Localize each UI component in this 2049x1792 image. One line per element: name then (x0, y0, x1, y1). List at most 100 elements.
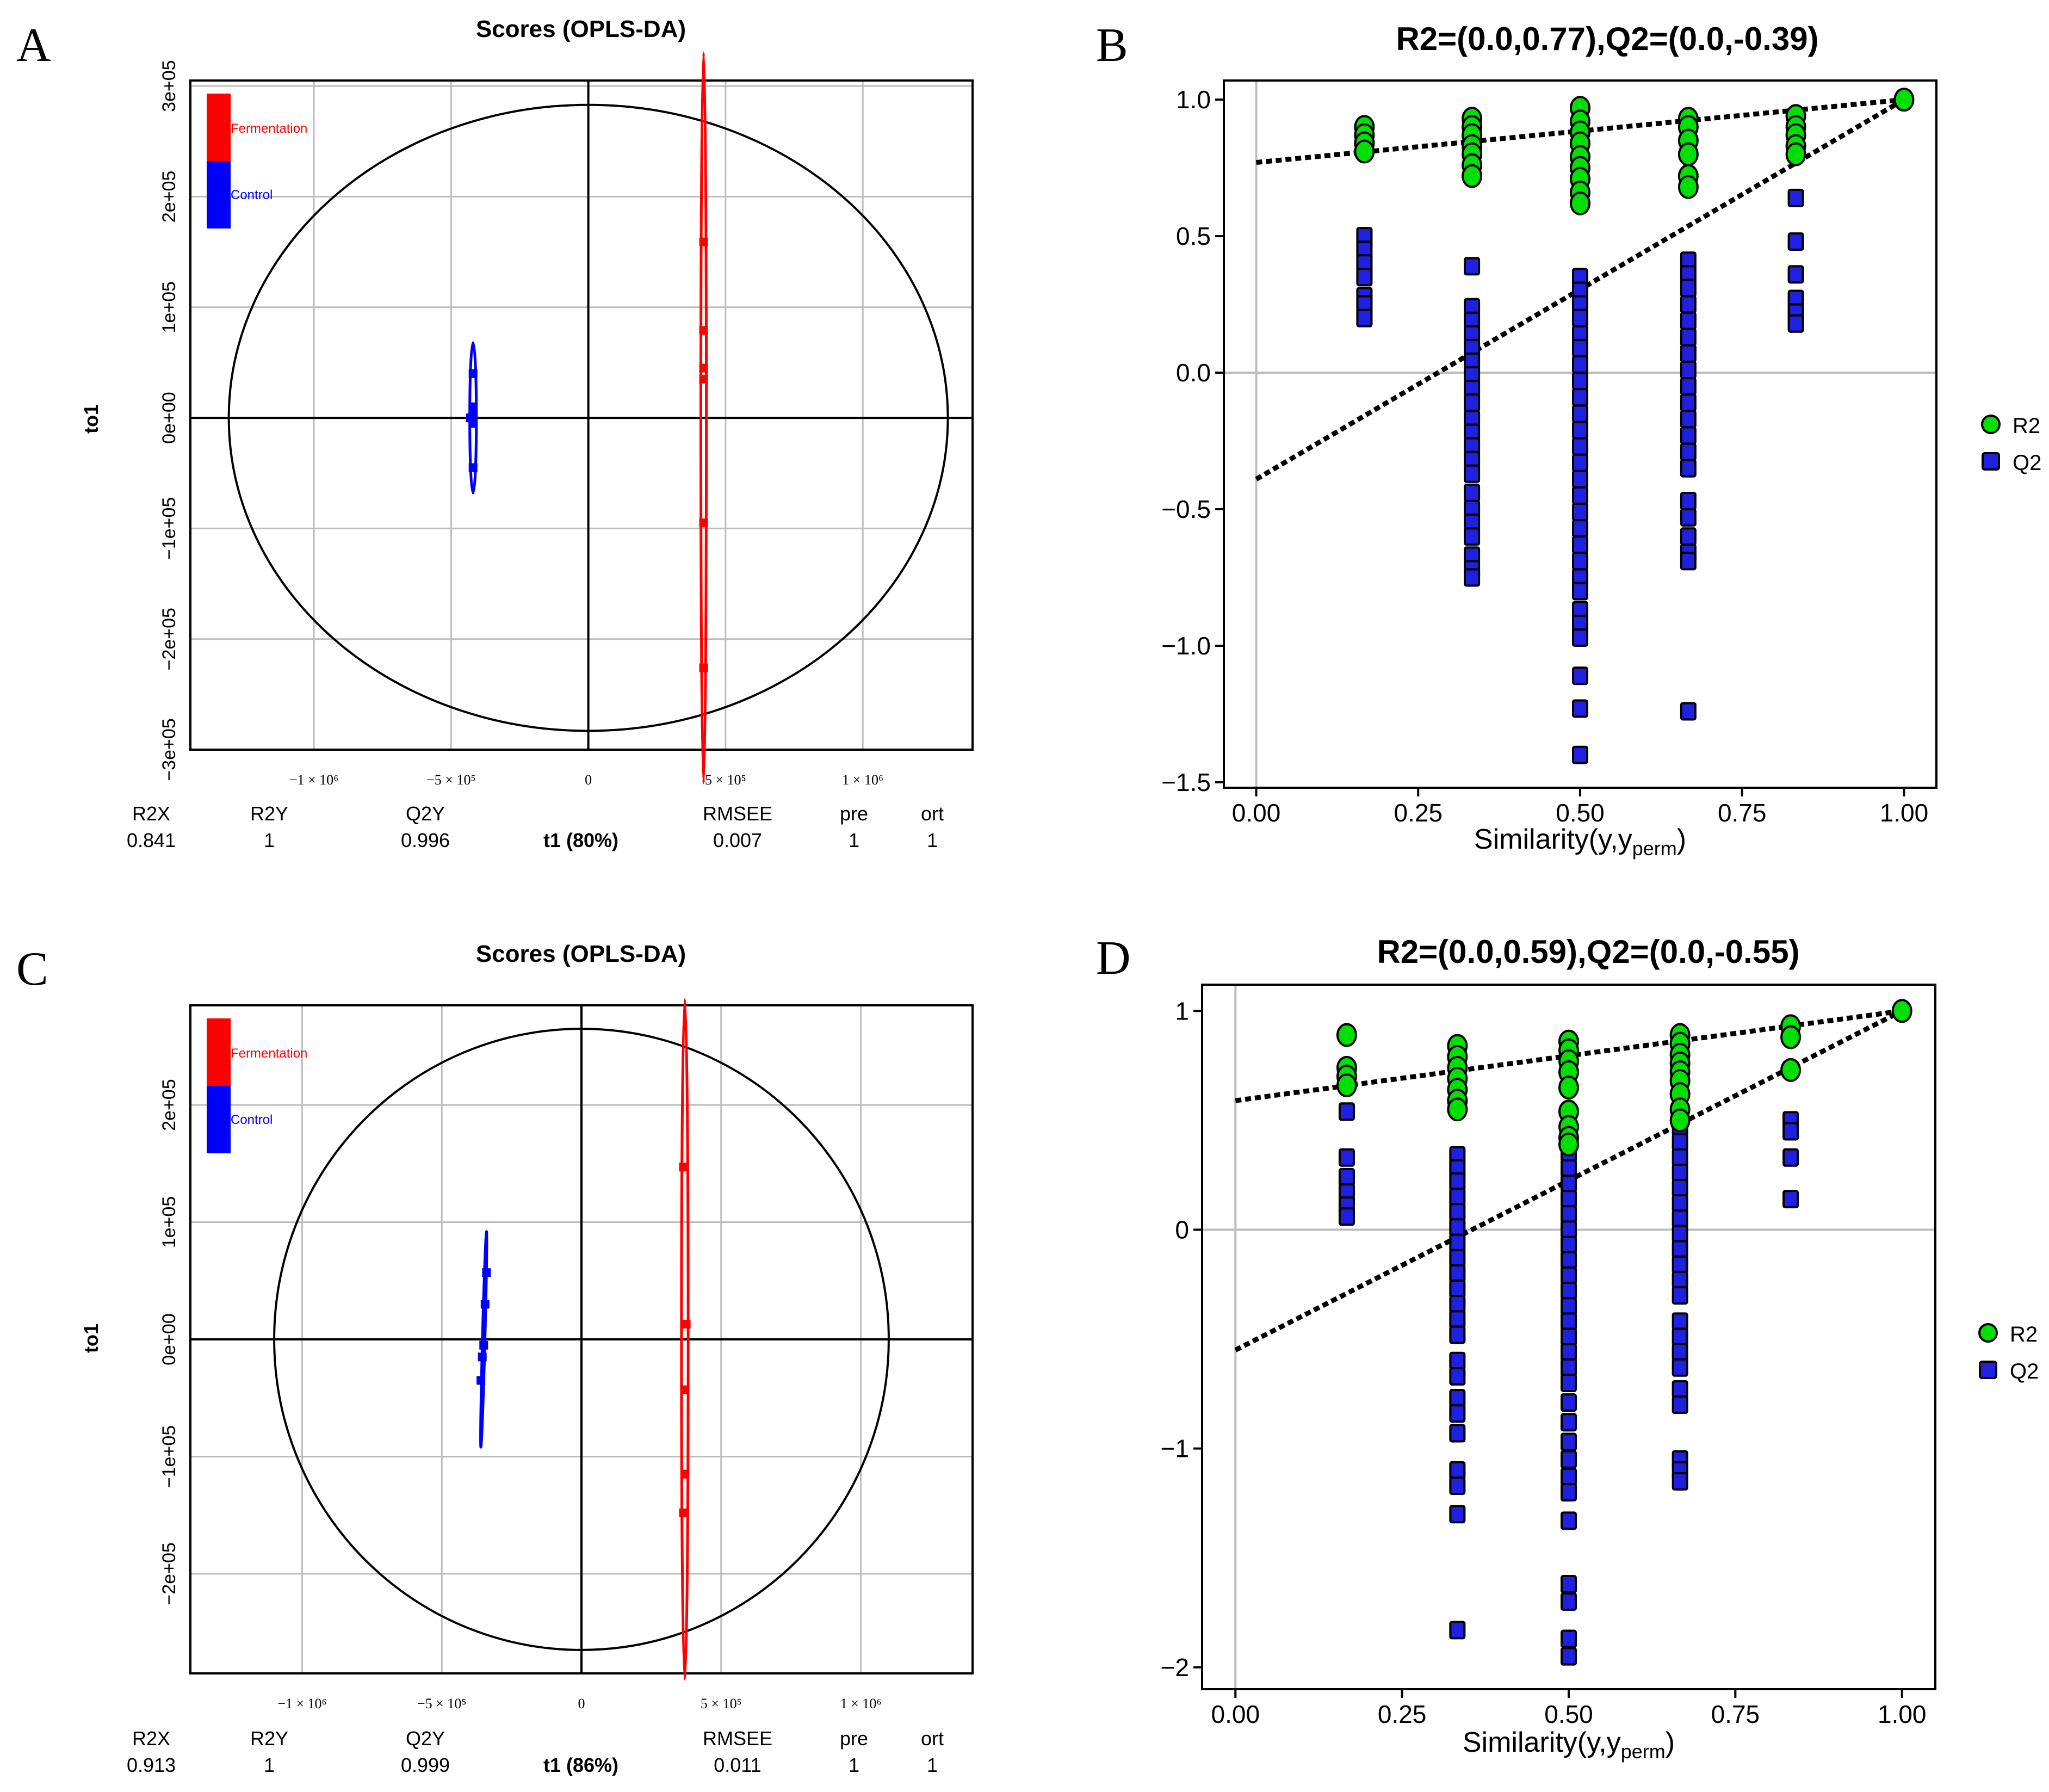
panel-d-q2-point-24 (1449, 1461, 1466, 1480)
panel-c-legend-fermentation-swatch (207, 1018, 231, 1086)
panel-c-control-point-0 (482, 1268, 491, 1277)
panel-d-q2-point-47 (1561, 1450, 1577, 1469)
panel-c-stat-rmsee-value: 0.011 (714, 1754, 761, 1776)
panel-a-stat-r2y-label: R2Y (250, 802, 288, 825)
panel-d-q2-point-59 (1672, 1163, 1688, 1182)
panel-a-y-tick-label-1: −2e+05 (159, 608, 179, 670)
panel-b-q2-point-74 (1680, 702, 1697, 721)
panel-c-stat-r2x-value: 0.913 (127, 1754, 176, 1776)
panel-a-x-tick-label-1: −5 × 10⁵ (426, 772, 475, 788)
panel-d-y-tick-label-2: −1 (1161, 1435, 1189, 1463)
panel-d-r2-point-28 (1669, 1108, 1691, 1133)
panel-d-q2-point-2 (1338, 1167, 1355, 1187)
panel-b-q2-point-38 (1572, 421, 1588, 440)
panel-b-q2-point-36 (1572, 388, 1588, 407)
panel-a-legend-fermentation-label: Fermentation (231, 121, 307, 136)
panel-a-y-tick-label-6: 3e+05 (159, 60, 179, 112)
panel-c-legend-fermentation-label: Fermentation (231, 1046, 307, 1061)
panel-b-q2-point-57 (1680, 279, 1697, 298)
panel-b-r2-point-23 (1677, 142, 1699, 166)
panel-d-q2-point-71 (1672, 1358, 1688, 1377)
panel-d-q2-point-64 (1672, 1240, 1688, 1259)
panel-c-title: Scores (OPLS-DA) (476, 941, 686, 967)
panel-a-stat-ort-value: 1 (927, 829, 938, 851)
panel-d-q2-point-40 (1561, 1327, 1577, 1346)
panel-d-q2-point-8 (1449, 1172, 1466, 1191)
panel-d-q2-point-17 (1449, 1310, 1466, 1329)
panel-b-q2-point-59 (1680, 311, 1697, 330)
panel-d-q2-point-12 (1449, 1233, 1466, 1252)
panel-c-fermentation-point-1 (682, 1319, 691, 1328)
panel-d-q2-point-72 (1672, 1380, 1688, 1399)
panel-b-q2-point-73 (1680, 552, 1697, 571)
panel-c-legend-control-swatch (207, 1086, 231, 1153)
panel-b-y-tick-label-2: 0.0 (1176, 359, 1211, 387)
panel-d-q2-point-10 (1449, 1203, 1466, 1222)
panel-a-fermentation-point-5 (699, 663, 708, 672)
panel-c-stat-pre-value: 1 (849, 1754, 859, 1776)
panel-c-fermentation-ellipse (680, 998, 690, 1681)
panel-b-q2-point-24 (1464, 527, 1481, 546)
panel-a-stat-r2x-label: R2X (132, 802, 170, 825)
panel-a-hotelling-ellipse (227, 103, 949, 732)
panel-a-control-point-5 (468, 463, 478, 472)
panel-b-q2-point-60 (1680, 327, 1697, 347)
panel-b-q2-point-69 (1680, 491, 1697, 510)
panel-c-hotelling-ellipse (273, 1028, 890, 1651)
panel-d-q2-point-11 (1449, 1218, 1466, 1237)
panel-c-control-point-2 (479, 1340, 488, 1350)
panel-b-y-tick-labels: 1.0 0.5 0.0 −0.5 −1.0 −1.5 (1161, 85, 1224, 796)
panel-b-y-tick-label-1: 0.5 (1176, 222, 1211, 250)
panel-b-q2-point-31 (1572, 308, 1588, 327)
panel-b-q2-point-67 (1680, 442, 1697, 461)
panel-d-x-tick-labels: 0.00 0.25 0.50 0.75 1.00 (1211, 1689, 1926, 1728)
panel-d-q2-point-35 (1561, 1251, 1577, 1270)
panel-c-control-point-4 (476, 1376, 486, 1385)
panel-d-q2-point-42 (1561, 1358, 1577, 1377)
panel-d-q2-point-50 (1561, 1511, 1577, 1530)
panel-d-q2-point-57 (1672, 1133, 1688, 1152)
panel-d-q2-point-54 (1561, 1647, 1577, 1666)
panel-d-q2-point-36 (1561, 1266, 1577, 1285)
panel-d-x-tick-label-3: 0.75 (1711, 1700, 1760, 1728)
panel-b-q2-point-53 (1572, 699, 1588, 718)
panel-d-q2-point-46 (1561, 1432, 1577, 1451)
panel-d-q2-point-20 (1449, 1367, 1466, 1386)
panel-b-q2-point-66 (1680, 426, 1697, 445)
panel-d-points (1336, 999, 1912, 1666)
panel-label-d: D (1096, 932, 1131, 985)
panel-b-q2-point-15 (1464, 393, 1481, 412)
panel-d-q2-point-9 (1449, 1188, 1466, 1207)
panel-c-groups (476, 998, 691, 1681)
panel-d-q2-point-1 (1338, 1148, 1355, 1167)
panel-b-q2-point-20 (1464, 464, 1481, 483)
panel-b-r2-point-30 (1785, 142, 1806, 166)
panel-d-legend-r2-marker (1978, 1323, 1998, 1343)
panel-d-q2-point-65 (1672, 1255, 1688, 1274)
panel-b-title: R2=(0.0,0.77),Q2=(0.0,-0.39) (1396, 21, 1818, 57)
panel-d-q2-point-48 (1561, 1467, 1577, 1486)
panel-c-legend-control-label: Control (231, 1113, 273, 1127)
panel-c-stat-r2x-label: R2X (132, 1727, 170, 1750)
panel-a-x-tick-label-0: −1 × 10⁶ (289, 772, 338, 788)
panel-c-stat-q2y-label: Q2Y (406, 1727, 445, 1750)
panel-d-q2-point-60 (1672, 1179, 1688, 1198)
panel-b-q2-point-37 (1572, 404, 1588, 423)
panel-d-x-tick-label-2: 0.50 (1544, 1700, 1593, 1728)
panel-d-r2-point-19 (1558, 1132, 1579, 1157)
panel-b-q2-point-52 (1572, 666, 1588, 685)
panel-c-hotelling-ellipse (273, 1028, 890, 1651)
panel-c-stat-r2y-label: R2Y (250, 1727, 288, 1750)
panel-a-stat-q2y-value: 0.996 (401, 829, 450, 851)
panel-c-stat-q2y-value: 0.999 (401, 1754, 450, 1776)
panel-a-fermentation-point-1 (699, 326, 708, 335)
panel-a-legend-control-label: Control (231, 188, 273, 202)
panel-a-fermentation-point-0 (699, 237, 708, 246)
panel-b-x-axis-label: Similarity(y,yperm) (1474, 824, 1686, 860)
panel-d-q2-point-31 (1561, 1190, 1577, 1209)
panel-b-legend-q2-label: Q2 (2013, 451, 2041, 475)
panel-a-stat-rmsee-label: RMSEE (703, 802, 772, 825)
panel-b-permutation-plot: R2=(0.0,0.77),Q2=(0.0,-0.39) 0.00 0.25 0.5… (1161, 21, 2041, 860)
panel-b-q2-point-64 (1680, 393, 1697, 412)
panel-d-q2-point-32 (1561, 1205, 1577, 1224)
